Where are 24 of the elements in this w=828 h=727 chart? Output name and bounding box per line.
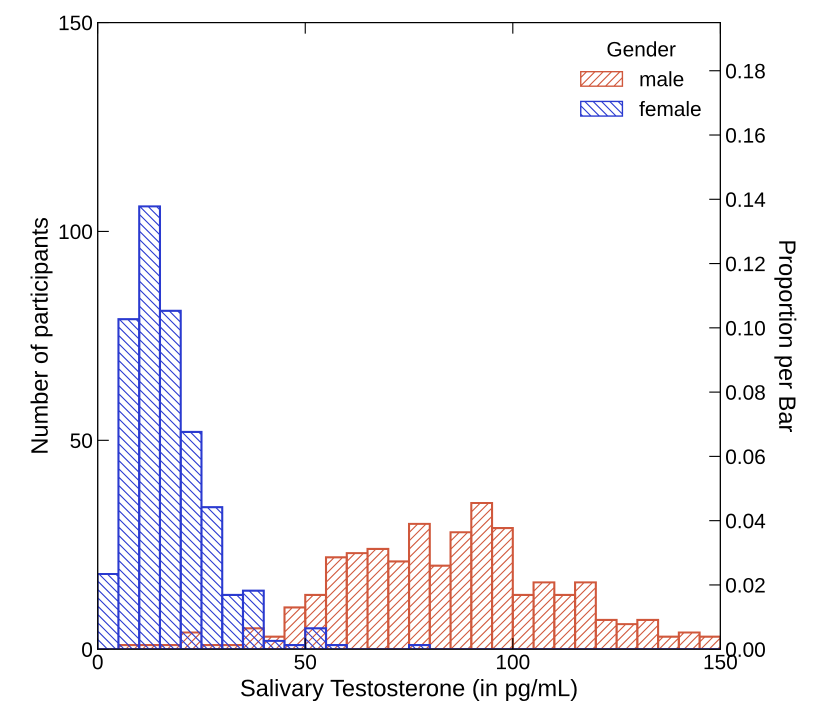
y2-tick-label: 0.14 xyxy=(726,192,766,208)
y2-tick-label: 0.04 xyxy=(726,514,766,528)
y2-tick-label: 0.12 xyxy=(726,256,765,272)
y2-tick-label: 0.08 xyxy=(726,385,765,400)
legend-title: Gender xyxy=(607,41,676,57)
x-axis-title: Salivary Testosterone (in pg/mL) xyxy=(241,679,577,702)
y-tick-label: 0 xyxy=(82,642,92,657)
y2-tick-label: 0.16 xyxy=(726,128,765,143)
legend-label: female xyxy=(639,100,701,116)
y-tick-label: 150 xyxy=(60,16,92,30)
y-axis-title: Number of participants xyxy=(30,218,53,453)
x-tick-label: 100 xyxy=(497,654,530,670)
y2-tick-label: 0.00 xyxy=(726,642,765,657)
y2-tick-label: 0.10 xyxy=(726,320,765,336)
y-tick-label: 100 xyxy=(60,224,92,240)
x-tick-label: 150 xyxy=(704,654,737,670)
y2-tick-label: 0.02 xyxy=(726,578,765,593)
x-tick-label: 0 xyxy=(92,654,103,670)
y2-tick-label: 0.06 xyxy=(726,449,765,464)
x-tick-label: 50 xyxy=(294,654,316,670)
y2-tick-label: 0.18 xyxy=(726,64,765,78)
y-tick-label: 50 xyxy=(70,433,92,448)
y2-axis-title: Proportion per Bar xyxy=(774,241,796,432)
legend-label: male xyxy=(640,71,684,86)
